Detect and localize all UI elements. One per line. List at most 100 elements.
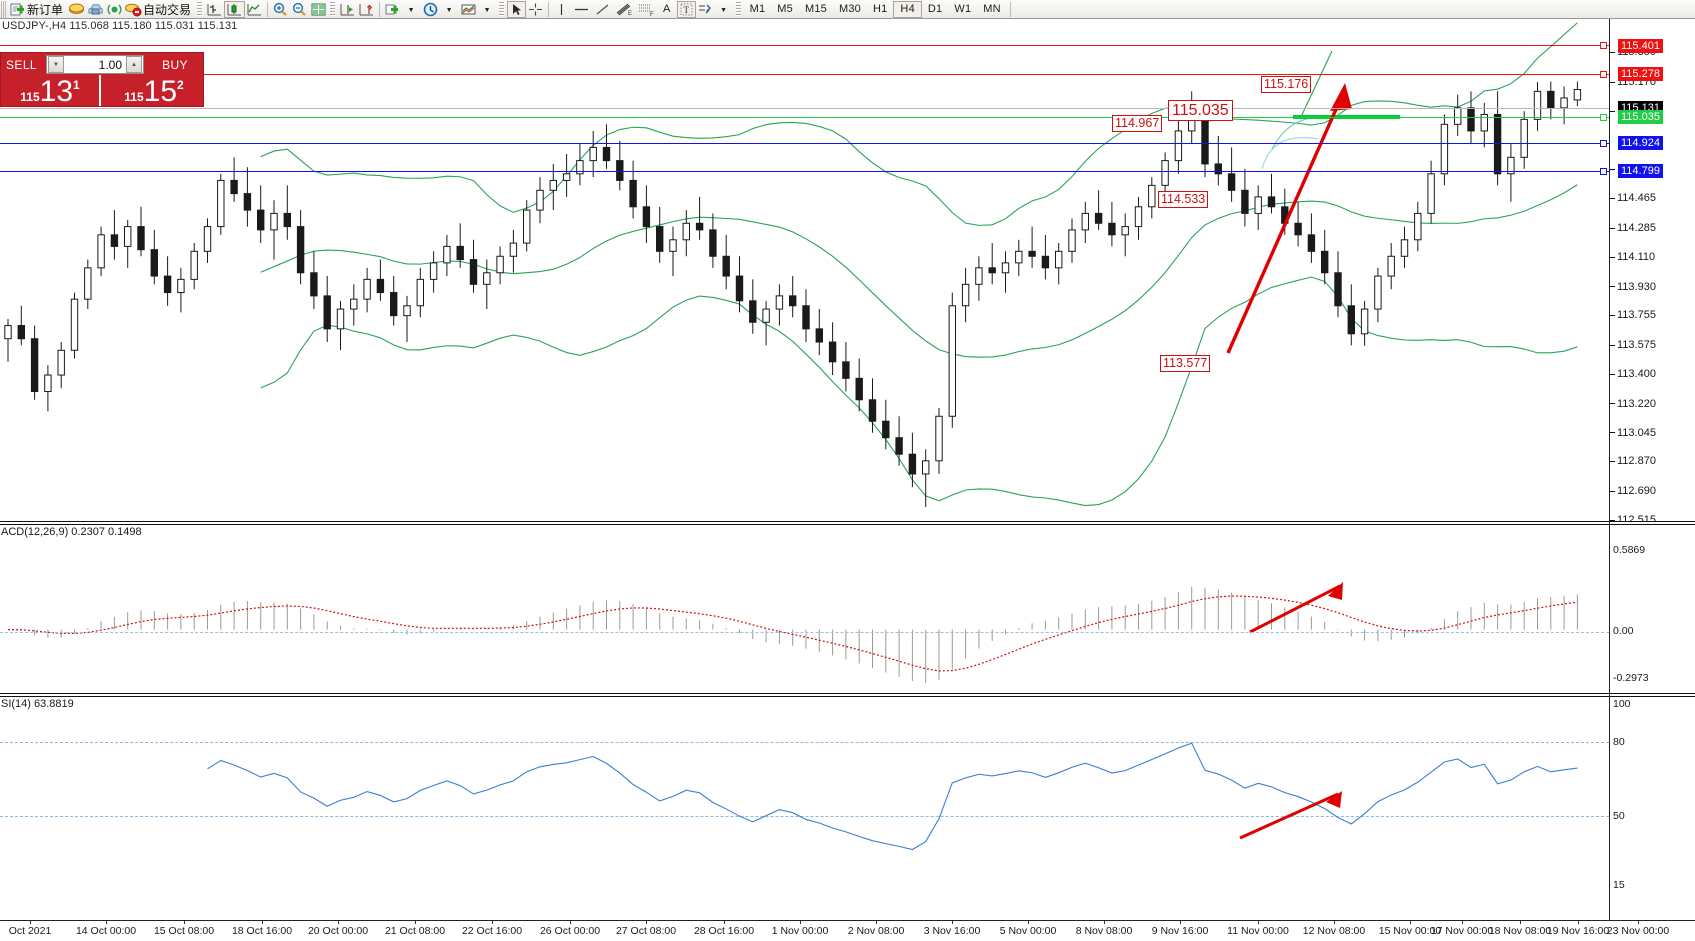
rsi-graphics: [207, 742, 1578, 851]
auto-scroll-icon[interactable]: [357, 1, 376, 18]
time-tick-label: 1 Nov 00:00: [771, 925, 829, 937]
timeframe-d1[interactable]: D1: [927, 3, 943, 15]
macd-scale-min: -0.2973: [1613, 672, 1649, 684]
line-chart-icon[interactable]: [245, 1, 264, 18]
navigator-icon[interactable]: [105, 1, 124, 18]
one-click-quotes: 115 13 1 115 15 2: [1, 75, 203, 107]
vertical-line-icon[interactable]: [552, 1, 571, 18]
level-line-114924[interactable]: [0, 143, 1609, 144]
text-label-icon[interactable]: T: [676, 0, 696, 18]
timeframe-m5[interactable]: M5: [777, 3, 793, 15]
timeframe-w1[interactable]: W1: [954, 3, 972, 15]
buy-button[interactable]: BUY: [148, 55, 202, 74]
data-window-icon[interactable]: [86, 1, 105, 18]
level-line-114799[interactable]: [0, 171, 1609, 172]
fibonacci-icon[interactable]: F: [635, 1, 657, 18]
shift-chart-icon[interactable]: [338, 1, 357, 18]
time-tick-label: 22 Oct 16:00: [461, 925, 523, 937]
sell-button[interactable]: SELL: [2, 55, 41, 74]
zoom-out-icon[interactable]: [290, 1, 309, 18]
level-handle-115278[interactable]: [1600, 71, 1607, 78]
timeframe-mn[interactable]: MN: [983, 3, 1001, 15]
auto-trading-icon[interactable]: [124, 1, 143, 18]
price-tick-114-465: 114.465: [1610, 192, 1656, 204]
time-tick-mark: [415, 921, 416, 924]
level-handle-115035[interactable]: [1600, 114, 1607, 121]
level-handle-115401[interactable]: [1600, 42, 1607, 49]
chevron-down-icon-4[interactable]: ▼: [720, 6, 728, 14]
level-handle-114799[interactable]: [1600, 168, 1607, 175]
rsi-pane[interactable]: SI(14) 63.8819 100 80 50 15: [0, 693, 1695, 921]
chevron-down-icon-2[interactable]: ▼: [445, 6, 453, 14]
one-click-trading-panel[interactable]: SELL ▼ 1.00 ▲ BUY 115 13 1 115 15 2: [0, 52, 204, 107]
time-tick-label: 23 Nov 00:00: [1606, 925, 1670, 937]
annotation-114533[interactable]: 114.533: [1158, 191, 1209, 208]
price-tick-114-110: 114.110: [1610, 251, 1655, 263]
timeframe-h1[interactable]: H1: [872, 3, 888, 15]
level-line-115035[interactable]: [0, 117, 1609, 118]
templates-icon[interactable]: [459, 1, 478, 18]
toolbar-grip-2[interactable]: [197, 1, 203, 17]
symbol-ohlc-header: USDJPY-,H4 115.068 115.180 115.031 115.1…: [2, 20, 238, 32]
sell-price-display[interactable]: 115 13 1: [1, 75, 101, 106]
time-tick-mark: [1104, 921, 1105, 924]
toolbar-grip[interactable]: [1, 0, 7, 18]
zoom-in-icon[interactable]: [271, 1, 290, 18]
level-handle-114924[interactable]: [1600, 140, 1607, 147]
equidistant-channel-icon[interactable]: E: [613, 1, 635, 18]
toolbar-grip-3[interactable]: [330, 1, 336, 17]
candlestick-chart-icon[interactable]: [224, 0, 246, 18]
buy-price-display[interactable]: 115 15 2: [103, 75, 203, 107]
price-badge-114799[interactable]: 114.799: [1618, 164, 1663, 178]
volume-decrement-icon[interactable]: ▼: [48, 56, 64, 73]
time-tick-mark: [106, 921, 107, 924]
expert-advisors-icon[interactable]: [67, 1, 86, 18]
level-line-115401[interactable]: [0, 45, 1609, 46]
timeframe-h4[interactable]: H4: [893, 0, 922, 18]
chevron-down-icon-3[interactable]: ▼: [483, 6, 491, 14]
price-badge-115035[interactable]: 115.035: [1618, 110, 1663, 124]
cursor-icon[interactable]: [507, 0, 527, 18]
annotation-115176[interactable]: 115.176: [1261, 76, 1312, 93]
crosshair-icon[interactable]: [526, 1, 545, 18]
new-order-label[interactable]: 新订单: [27, 2, 64, 17]
annotation-114967[interactable]: 114.967: [1112, 115, 1163, 132]
toolbar-grip-4[interactable]: [499, 1, 505, 17]
macd-scale[interactable]: 0.5869 0.00 -0.2973: [1609, 522, 1695, 693]
level-line-115278[interactable]: [0, 74, 1609, 75]
new-order-icon[interactable]: [8, 1, 27, 18]
timeframe-m1[interactable]: M1: [749, 3, 766, 15]
volume-increment-icon[interactable]: ▲: [126, 56, 142, 73]
price-tick-113-045: 113.045: [1610, 427, 1656, 439]
price-badge-114924[interactable]: 114.924: [1618, 136, 1663, 150]
price-tick-112-690: 112.690: [1610, 485, 1656, 497]
trendline-icon[interactable]: [592, 1, 613, 18]
time-scale[interactable]: Oct 2021 14 Oct 00:00 15 Oct 08:00 18 Oct 1…: [0, 920, 1695, 941]
time-tick-label: 8 Nov 08:00: [1075, 925, 1133, 937]
period-icon[interactable]: [421, 1, 440, 18]
indicators-icon[interactable]: [383, 1, 402, 18]
chart-canvas[interactable]: USDJPY-,H4 115.068 115.180 115.031 115.1…: [0, 19, 1695, 941]
annotation-113577[interactable]: 113.577: [1160, 355, 1211, 372]
toolbar-grip-5[interactable]: [735, 1, 741, 17]
chevron-down-icon[interactable]: ▼: [407, 6, 415, 14]
macd-label: ACD(12,26,9) 0.2307 0.1498: [1, 526, 142, 538]
rsi-scale[interactable]: 100 80 50 15: [1609, 694, 1695, 921]
price-badge-115278[interactable]: 115.278: [1618, 67, 1663, 81]
volume-input[interactable]: 1.00: [98, 57, 122, 72]
timeframe-m15[interactable]: M15: [804, 3, 827, 15]
timeframe-m30[interactable]: M30: [838, 3, 861, 15]
macd-pane[interactable]: ACD(12,26,9) 0.2307 0.1498 0.5869 0.00 -…: [0, 521, 1695, 693]
annotation-115035[interactable]: 115.035: [1168, 100, 1233, 121]
toolbar-divider-4: [1009, 1, 1011, 17]
tile-windows-icon[interactable]: [309, 1, 328, 18]
price-badge-115401[interactable]: 115.401: [1618, 39, 1663, 53]
bar-chart-icon[interactable]: [205, 1, 224, 18]
horizontal-line-icon[interactable]: [571, 1, 592, 18]
auto-trading-label[interactable]: 自动交易: [143, 2, 192, 17]
time-tick-mark: [1462, 921, 1463, 924]
objects-list-icon[interactable]: [696, 1, 715, 18]
text-icon[interactable]: A: [663, 3, 671, 15]
time-tick-mark: [262, 921, 263, 924]
volume-stepper[interactable]: ▼ 1.00 ▲: [46, 55, 144, 74]
